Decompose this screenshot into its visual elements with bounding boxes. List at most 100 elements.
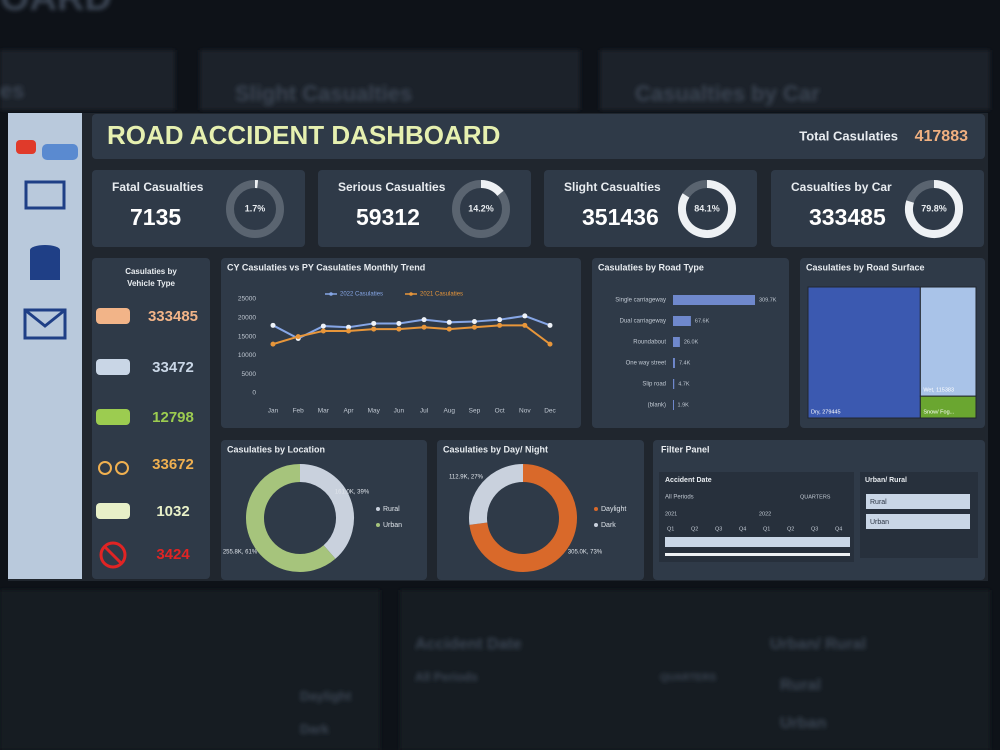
treemap-label: Wet, 115383 [923, 388, 954, 394]
total-value: 417883 [915, 128, 968, 145]
line-point [346, 324, 352, 330]
slicer-year: 2022 [759, 511, 771, 517]
vehicle-icon [96, 308, 130, 324]
slicer-year: 2021 [665, 511, 677, 517]
vehicle-icon [98, 461, 112, 475]
slicer-title: Urban/ Rural [865, 477, 907, 484]
line-point [497, 322, 503, 328]
category-label: Roundabout [633, 340, 666, 346]
legend-swatch [329, 292, 333, 296]
vehicle-icon [96, 409, 130, 425]
vehicle-value: 33672 [152, 456, 194, 473]
line-point [270, 322, 276, 328]
category-label: Single carriageway [615, 298, 666, 304]
bg-text: Daylight [300, 688, 352, 703]
slicer-quarter: Q2 [691, 526, 698, 532]
value-label: 1.9K [678, 402, 690, 408]
treemap-cell [919, 395, 977, 419]
slicer-option-label: Urban [870, 519, 889, 526]
bg-card [0, 50, 175, 110]
kpi-ring [480, 180, 504, 197]
icon-presentation[interactable] [24, 180, 66, 210]
bg-text: Rural [780, 677, 821, 694]
x-tick-label: Mar [318, 408, 330, 415]
legend-swatch [594, 507, 598, 511]
vehicle-icon [115, 461, 129, 475]
kpi-label: Serious Casualties [338, 180, 446, 194]
line-point [396, 320, 402, 326]
treemap-cell [807, 286, 921, 419]
bg-card [400, 590, 990, 750]
kpi-card [544, 170, 757, 247]
legend-swatch [409, 292, 413, 296]
vehicle-value: 1032 [156, 503, 189, 520]
vehicle-icon [103, 545, 123, 565]
x-tick-label: May [368, 408, 381, 415]
bar [673, 316, 691, 326]
slicer-option[interactable] [866, 494, 970, 509]
y-tick-label: 0 [252, 390, 256, 397]
slicer-quarter: Q3 [811, 526, 818, 532]
kpi-percent: 84.1% [694, 203, 720, 213]
legend-label: Daylight [601, 506, 626, 513]
slicer-title: Accident Date [665, 477, 712, 484]
bg-text: OARD [0, 0, 112, 19]
chart-title: Casulaties by Road Type [598, 262, 704, 272]
slicer-option[interactable] [866, 514, 970, 529]
y-tick-label: 25000 [238, 296, 256, 303]
line-point [522, 322, 528, 328]
value-label: 4.7K [678, 381, 690, 387]
blurred-texts: OARD es Slight Casualties Casualties by Car… [0, 0, 866, 736]
slicer-option-label: Rural [870, 499, 887, 506]
category-label: (blank) [648, 403, 666, 409]
kpi-card [92, 170, 305, 247]
kpi-percent: 1.7% [245, 203, 266, 213]
x-tick-label: Aug [443, 408, 455, 415]
bg-text: es [0, 78, 24, 103]
bg-card [200, 50, 580, 110]
line-point [371, 320, 377, 326]
line-point [471, 324, 477, 330]
vehicle-value: 333485 [148, 308, 198, 325]
value-label: 67.6K [695, 318, 710, 324]
line-point [371, 326, 377, 332]
x-tick-label: Feb [293, 408, 305, 415]
vehicle-panel [92, 258, 210, 579]
y-tick-label: 5000 [242, 371, 257, 378]
line-point [497, 317, 503, 323]
blurred-background [0, 50, 990, 750]
timeline-bar[interactable] [665, 537, 850, 547]
x-tick-label: Sep [469, 408, 481, 415]
bg-text: Slight Casualties [235, 81, 412, 106]
line-point [295, 334, 301, 340]
icon-mail [24, 308, 66, 328]
kpi-label: Slight Casualties [564, 180, 661, 194]
kpi-card [771, 170, 984, 247]
slicer-quarter: Q3 [715, 526, 722, 532]
treemap-label: Snow/ Fog... [923, 409, 954, 415]
icon-car[interactable] [16, 140, 36, 154]
x-tick-label: Dec [544, 408, 556, 415]
chart-panel [221, 258, 581, 428]
legend-label: Rural [383, 506, 400, 513]
icon-mail[interactable] [23, 308, 67, 340]
legend-label: 2022 Casulaties [340, 292, 383, 298]
sidebar [8, 113, 82, 579]
chart-title: Casulaties by Road Surface [806, 262, 925, 272]
bg-text: Urban [780, 715, 826, 732]
sidebar-icons [16, 140, 78, 340]
bg-card [0, 590, 380, 750]
legend-label: Dark [601, 522, 616, 529]
slicer-quarter: Q1 [667, 526, 674, 532]
kpi-ring [905, 180, 963, 238]
slicer-period: All Periods [665, 495, 694, 501]
slicer-granularity: QUARTERS [800, 494, 831, 500]
dashboard-title: ROAD ACCIDENT DASHBOARD [107, 120, 500, 150]
line-point [320, 323, 326, 329]
value-label: 26.0K [684, 339, 699, 345]
icon-car [42, 144, 78, 160]
vehicle-icon [99, 541, 127, 569]
kpi-value: 333485 [809, 204, 886, 230]
x-tick-label: Oct [495, 408, 505, 415]
